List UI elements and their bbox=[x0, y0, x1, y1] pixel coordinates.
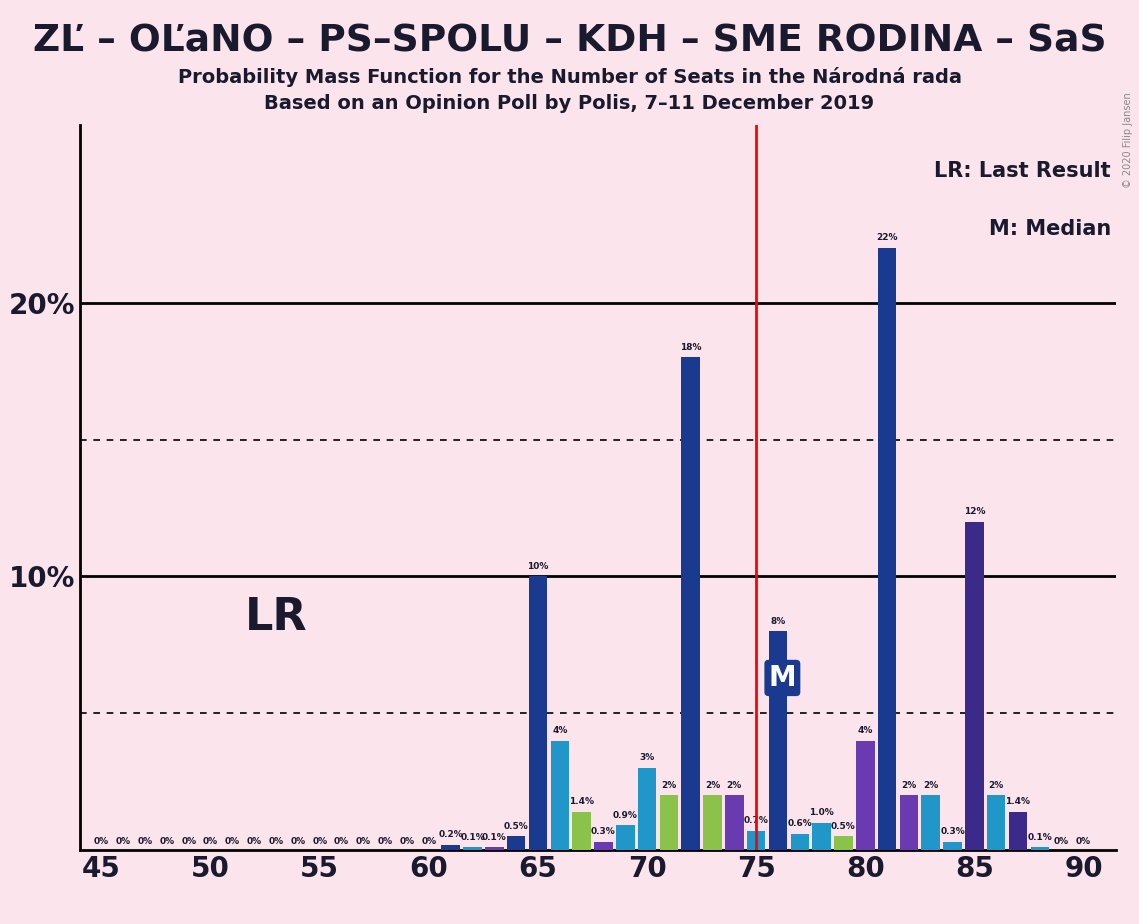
Text: 10%: 10% bbox=[527, 562, 549, 571]
Text: 0.1%: 0.1% bbox=[1027, 833, 1052, 842]
Text: Probability Mass Function for the Number of Seats in the Národná rada: Probability Mass Function for the Number… bbox=[178, 67, 961, 87]
Bar bbox=[595, 842, 613, 850]
Text: 0.5%: 0.5% bbox=[831, 822, 855, 831]
Bar bbox=[769, 631, 787, 850]
Text: M: M bbox=[769, 664, 796, 692]
Text: 0%: 0% bbox=[181, 837, 196, 846]
Bar bbox=[681, 358, 700, 850]
Bar bbox=[550, 741, 570, 850]
Bar bbox=[659, 796, 678, 850]
Text: 2%: 2% bbox=[705, 781, 720, 790]
Text: M: Median: M: Median bbox=[989, 219, 1111, 239]
Bar bbox=[834, 836, 853, 850]
Text: 0.5%: 0.5% bbox=[503, 822, 528, 831]
Text: 0%: 0% bbox=[334, 837, 350, 846]
Bar bbox=[616, 825, 634, 850]
Text: 0.3%: 0.3% bbox=[940, 827, 965, 836]
Bar bbox=[921, 796, 940, 850]
Text: 0%: 0% bbox=[203, 837, 219, 846]
Text: 0.1%: 0.1% bbox=[460, 833, 485, 842]
Text: Based on an Opinion Poll by Polis, 7–11 December 2019: Based on an Opinion Poll by Polis, 7–11 … bbox=[264, 94, 875, 114]
Text: 2%: 2% bbox=[989, 781, 1003, 790]
Text: LR: Last Result: LR: Last Result bbox=[934, 161, 1111, 181]
Text: 0%: 0% bbox=[95, 837, 109, 846]
Text: 0.2%: 0.2% bbox=[439, 830, 464, 839]
Bar bbox=[943, 842, 961, 850]
Bar bbox=[1031, 847, 1049, 850]
Text: 8%: 8% bbox=[770, 616, 786, 626]
Bar bbox=[986, 796, 1006, 850]
Text: 0%: 0% bbox=[421, 837, 436, 846]
Text: 0.3%: 0.3% bbox=[591, 827, 616, 836]
Text: 0.6%: 0.6% bbox=[787, 820, 812, 828]
Text: 0.9%: 0.9% bbox=[613, 811, 638, 820]
Text: 18%: 18% bbox=[680, 343, 702, 352]
Text: 2%: 2% bbox=[923, 781, 939, 790]
Bar bbox=[747, 831, 765, 850]
Text: © 2020 Filip Jansen: © 2020 Filip Jansen bbox=[1123, 92, 1133, 188]
Text: 1.4%: 1.4% bbox=[570, 797, 595, 807]
Bar bbox=[812, 822, 831, 850]
Text: 0%: 0% bbox=[138, 837, 153, 846]
Bar bbox=[528, 577, 547, 850]
Text: 2%: 2% bbox=[901, 781, 917, 790]
Text: 3%: 3% bbox=[639, 753, 655, 762]
Text: 0%: 0% bbox=[378, 837, 393, 846]
Bar bbox=[878, 248, 896, 850]
Text: 0.7%: 0.7% bbox=[744, 817, 769, 825]
Bar bbox=[726, 796, 744, 850]
Text: 0%: 0% bbox=[290, 837, 305, 846]
Text: 0%: 0% bbox=[355, 837, 371, 846]
Bar bbox=[965, 522, 984, 850]
Bar bbox=[464, 847, 482, 850]
Bar bbox=[1009, 812, 1027, 850]
Text: 0%: 0% bbox=[400, 837, 415, 846]
Text: 1.0%: 1.0% bbox=[810, 808, 834, 817]
Bar bbox=[703, 796, 722, 850]
Text: 0.1%: 0.1% bbox=[482, 833, 507, 842]
Bar bbox=[485, 847, 503, 850]
Text: 0%: 0% bbox=[247, 837, 262, 846]
Text: 0%: 0% bbox=[312, 837, 327, 846]
Text: 0%: 0% bbox=[269, 837, 284, 846]
Bar bbox=[857, 741, 875, 850]
Text: 0%: 0% bbox=[224, 837, 240, 846]
Text: 0%: 0% bbox=[159, 837, 174, 846]
Bar bbox=[507, 836, 525, 850]
Text: 2%: 2% bbox=[727, 781, 741, 790]
Bar bbox=[572, 812, 591, 850]
Text: 4%: 4% bbox=[858, 726, 872, 736]
Text: 2%: 2% bbox=[662, 781, 677, 790]
Text: 1.4%: 1.4% bbox=[1006, 797, 1031, 807]
Text: 22%: 22% bbox=[876, 234, 898, 242]
Text: 0%: 0% bbox=[1076, 837, 1091, 846]
Bar bbox=[442, 845, 460, 850]
Bar bbox=[790, 833, 809, 850]
Text: 0%: 0% bbox=[1054, 837, 1070, 846]
Text: 0%: 0% bbox=[116, 837, 131, 846]
Text: 4%: 4% bbox=[552, 726, 567, 736]
Text: 12%: 12% bbox=[964, 507, 985, 517]
Bar bbox=[638, 768, 656, 850]
Text: LR: LR bbox=[245, 596, 308, 638]
Bar bbox=[900, 796, 918, 850]
Text: ZĽ – OĽaNO – PS–SPOLU – KDH – SME RODINA – SaS: ZĽ – OĽaNO – PS–SPOLU – KDH – SME RODINA… bbox=[33, 23, 1106, 59]
